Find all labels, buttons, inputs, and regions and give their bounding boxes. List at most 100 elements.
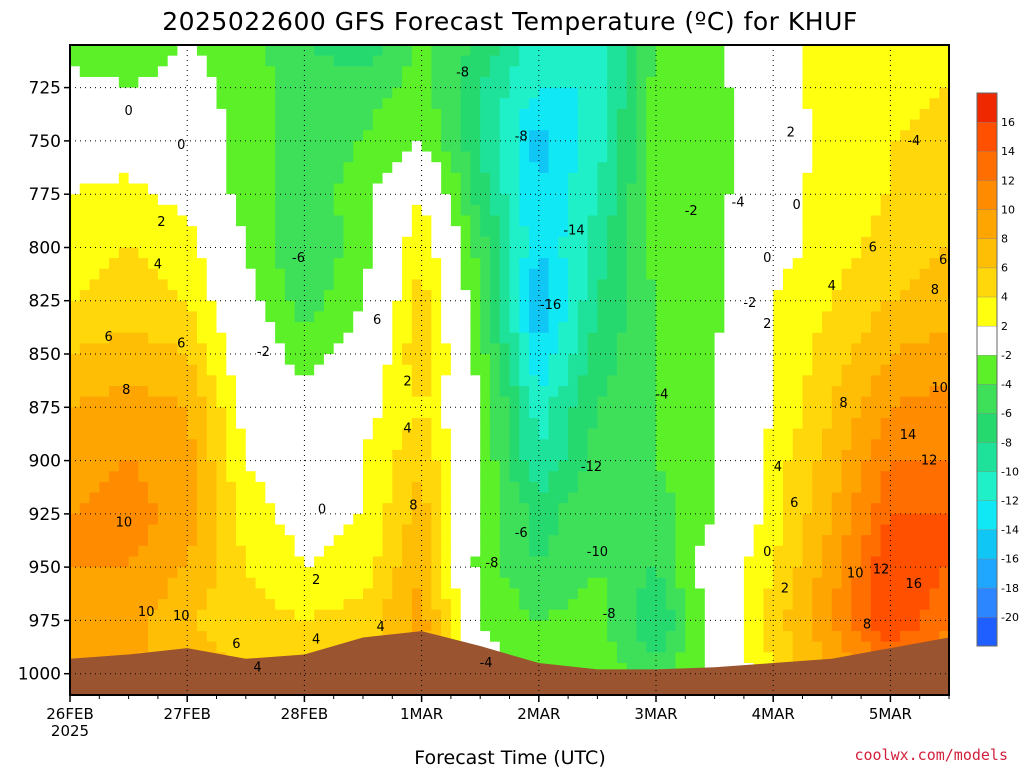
temperature-cell [99,588,110,600]
temperature-cell [509,471,520,483]
temperature-cell [402,588,413,600]
temperature-cell [538,535,550,547]
temperature-cell [636,524,647,536]
temperature-cell [79,332,91,344]
temperature-cell [148,439,159,451]
temperature-cell [128,609,139,622]
temperature-cell [909,98,921,110]
temperature-cell [870,545,882,558]
temperature-cell [402,172,413,185]
temperature-cell [99,364,110,376]
temperature-cell [656,460,667,472]
temperature-cell [577,524,589,536]
temperature-cell [284,45,296,57]
temperature-cell [665,268,677,281]
temperature-cell [304,300,315,312]
temperature-cell [314,55,325,67]
temperature-cell [450,140,462,153]
temperature-cell [304,236,315,249]
temperature-cell [636,428,647,440]
temperature-cell [841,194,852,206]
temperature-cell [489,407,501,419]
temperature-cell [245,492,257,504]
temperature-cell [460,322,472,334]
temperature-cell [636,151,647,163]
temperature-cell [568,258,579,270]
temperature-cell [294,258,305,270]
temperature-cell [421,503,432,515]
temperature-cell [626,375,638,387]
temperature-cell [118,343,130,355]
temperature-cell [568,588,579,600]
temperature-cell [226,268,237,281]
temperature-cell [909,279,921,291]
temperature-cell [919,609,931,622]
temperature-cell [236,215,247,227]
temperature-cell [431,66,442,78]
temperature-cell [548,524,559,536]
temperature-cell [431,108,442,121]
temperature-cell [626,183,638,195]
temperature-cell [939,268,949,281]
temperature-cell [704,300,716,312]
temperature-cell [499,385,511,398]
temperature-cell [177,55,188,67]
temperature-cell [597,162,608,174]
temperature-cell [157,311,169,323]
temperature-cell [421,151,432,163]
temperature-cell [704,162,716,174]
temperature-cell [597,66,608,78]
temperature-cell [167,279,179,291]
temperature-cell [861,183,872,195]
temperature-cell [695,385,706,398]
temperature-cell [89,385,100,398]
temperature-cell [489,375,501,387]
temperature-cell [304,119,315,131]
temperature-cell [792,524,804,536]
temperature-cell [851,354,862,366]
temperature-cell [431,204,442,217]
temperature-cell [343,87,354,99]
temperature-cell [226,172,237,185]
temperature-cell [870,364,882,376]
temperature-cell [177,151,188,163]
temperature-cell [909,460,921,472]
temperature-cell [704,599,716,611]
temperature-cell [294,66,305,78]
temperature-cell [929,226,940,238]
temperature-cell [802,311,813,323]
temperature-cell [265,545,276,558]
temperature-cell [118,279,130,291]
temperature-cell [353,204,364,217]
temperature-cell [226,481,237,494]
temperature-cell [890,55,901,67]
temperature-cell [568,290,579,302]
temperature-cell [480,204,491,217]
temperature-cell [665,236,677,249]
temperature-cell [792,439,804,451]
temperature-cell [148,311,159,323]
temperature-cell [294,577,305,590]
temperature-cell [392,162,403,174]
temperature-cell [919,460,931,472]
temperature-cell [822,290,833,302]
temperature-cell [167,428,179,440]
temperature-cell [665,119,677,131]
temperature-cell [148,620,159,632]
temperature-cell [187,599,198,611]
temperature-cell [763,599,774,611]
temperature-cell [548,332,559,344]
temperature-cell [284,354,296,366]
temperature-cell [909,609,921,622]
temperature-cell [411,236,423,249]
temperature-cell [294,428,305,440]
temperature-cell [509,481,520,494]
temperature-cell [577,609,589,622]
temperature-cell [226,151,237,163]
temperature-cell [538,343,550,355]
temperature-cell [773,545,784,558]
temperature-cell [870,311,882,323]
temperature-cell [607,492,618,504]
temperature-cell [851,98,862,110]
temperature-cell [919,407,931,419]
